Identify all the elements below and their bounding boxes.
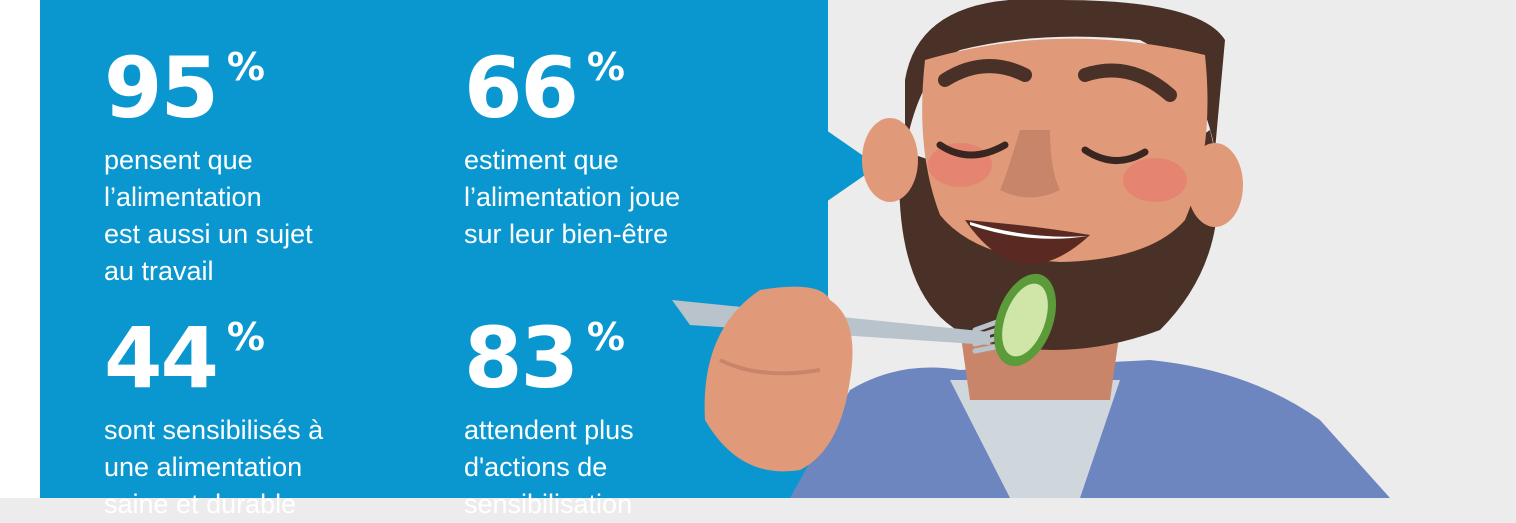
stat-description: sont sensibilisés à une alimentation sai…: [104, 415, 324, 519]
hand-shape: [704, 286, 853, 472]
stat-description: estiment que l’alimentation joue sur leu…: [464, 145, 681, 249]
stats-panel: [40, 0, 828, 498]
left-margin: [0, 0, 40, 498]
stat-block: 83% attendent plus d'actions de sensibil…: [464, 316, 634, 523]
stat-value: 44: [104, 309, 219, 407]
man-eating-cucumber-icon: [672, 0, 1390, 498]
stat-block: 66% estiment que l’alimentation joue sur…: [464, 46, 680, 253]
eyebrow-left: [938, 59, 1032, 87]
stat-value: 83: [464, 309, 579, 407]
stat-unit: %: [226, 315, 265, 359]
cucumber-inner: [1002, 283, 1048, 357]
eyebrow-right: [1078, 63, 1177, 102]
stat-unit: %: [586, 315, 625, 359]
shirt-collar: [950, 380, 1120, 498]
stat-block: 44% sont sensibilisés à une alimentation…: [104, 316, 323, 523]
stat-value: 66: [464, 39, 579, 137]
face-shape: [922, 38, 1208, 262]
stat-unit: %: [226, 45, 265, 89]
cheek-left: [928, 143, 992, 187]
beard-shape: [899, 130, 1219, 350]
finger-shape: [719, 358, 821, 376]
ear-left: [862, 118, 918, 202]
stat-description: pensent que l’alimentation est aussi un …: [104, 145, 313, 286]
stat-unit: %: [586, 45, 625, 89]
stat-block: 95% pensent que l’alimentation est aussi…: [104, 46, 313, 290]
nose-shape: [1000, 130, 1060, 198]
eye-right: [1081, 146, 1149, 164]
cheek-right: [1123, 158, 1187, 202]
eye-left: [936, 141, 1009, 159]
ear-right: [1187, 143, 1243, 227]
teeth-shape: [970, 222, 1088, 239]
hair-shape: [905, 0, 1225, 150]
stat-value: 95: [104, 39, 219, 137]
